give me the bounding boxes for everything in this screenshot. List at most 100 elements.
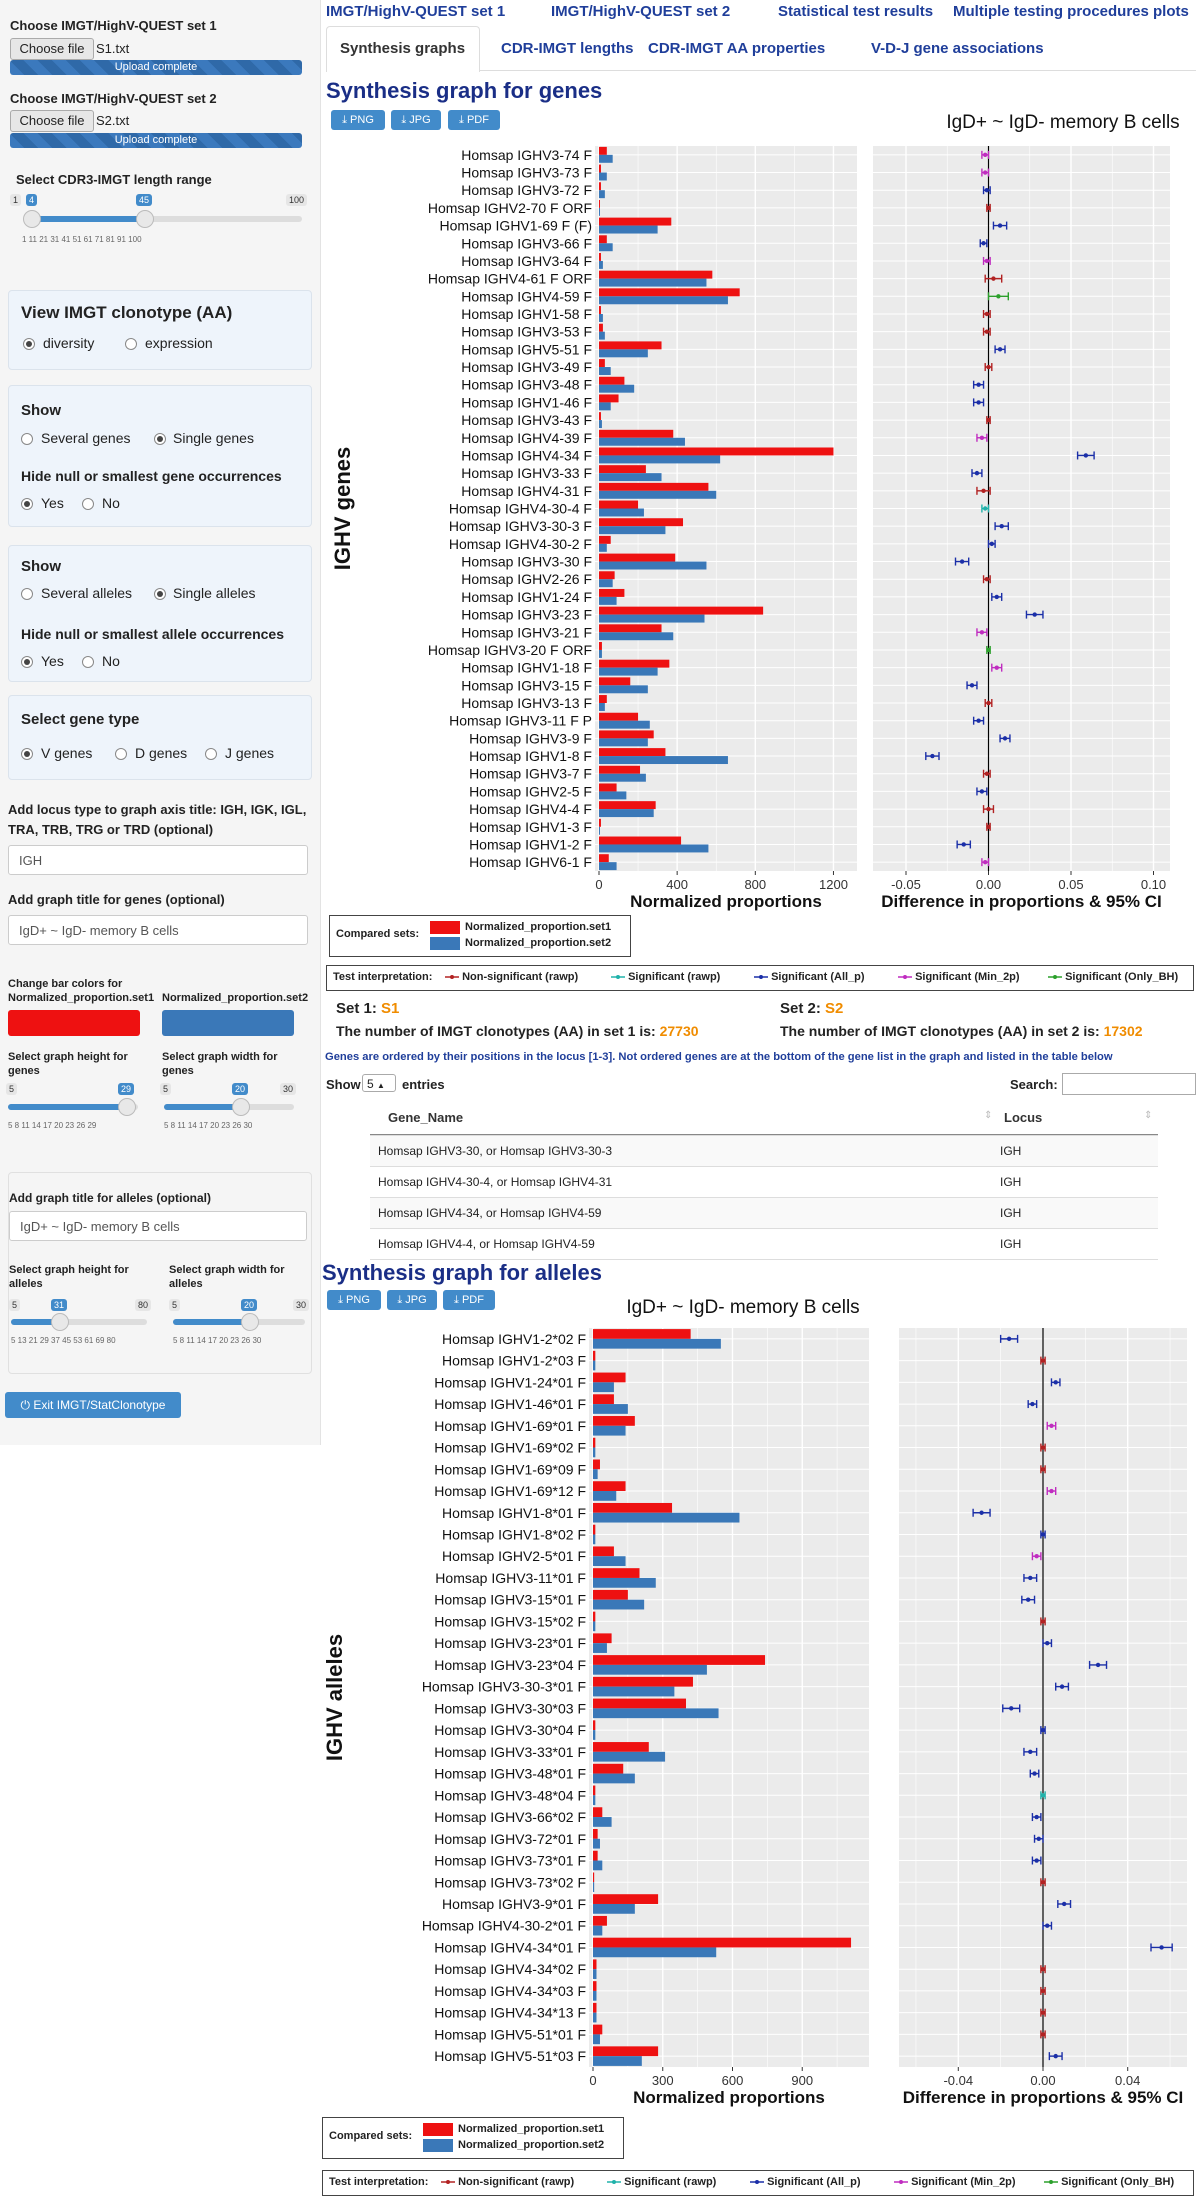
several-alleles-radio[interactable] <box>21 588 33 600</box>
bar-set1 <box>599 854 609 863</box>
height-genes-handle[interactable] <box>118 1098 136 1116</box>
title-alleles-label: Add graph title for alleles (optional) <box>9 1191 212 1205</box>
v-genes-radio[interactable] <box>21 748 33 760</box>
category-label: Homsap IGHV3-48*04 F <box>434 1787 586 1803</box>
set2-summary-name: S2 <box>825 1000 844 1017</box>
bar-set2 <box>599 437 685 446</box>
diff-point <box>1032 612 1037 617</box>
tab-cdr-lengths[interactable]: CDR-IMGT lengths <box>501 40 634 57</box>
entries-select[interactable]: 5 ▲ <box>362 1074 396 1092</box>
hide-allele-no-radio[interactable] <box>82 656 94 668</box>
alleles-png-label: PNG <box>346 1294 370 1306</box>
bar-set2 <box>599 420 602 429</box>
title-alleles-input[interactable]: IgD+ ~ IgD- memory B cells <box>9 1211 307 1241</box>
alleles-pdf-button[interactable]: ⤓ PDF <box>443 1290 495 1310</box>
width-genes-handle[interactable] <box>232 1098 250 1116</box>
height-alleles-track[interactable] <box>11 1319 147 1325</box>
category-label: Homsap IGHV1-69 F (F) <box>440 218 592 234</box>
cdr3-low-handle[interactable] <box>23 210 41 228</box>
color2-picker[interactable] <box>162 1010 294 1036</box>
genes-section-title: Synthesis graph for genes <box>326 78 603 103</box>
single-alleles-radio[interactable] <box>154 588 166 600</box>
bar-set2 <box>599 207 600 216</box>
bar-set2 <box>593 1425 626 1436</box>
sort-icon[interactable]: ⇕ <box>984 1110 993 1121</box>
gene-type-label: Select gene type <box>21 711 140 728</box>
show-entries-label: Show <box>326 1077 361 1092</box>
nav-set1-link[interactable]: IMGT/HighV-QUEST set 1 <box>326 3 506 20</box>
category-label: Homsap IGHV3-33*01 F <box>434 1744 586 1760</box>
category-label: Homsap IGHV4-4 F <box>469 801 592 817</box>
genes-interp-3-label: Significant (Min_2p) <box>915 971 1020 983</box>
diff-point <box>994 665 999 670</box>
genes-interp-0: Non-significant (rawp) <box>445 971 578 983</box>
height-alleles-handle[interactable] <box>51 1313 69 1331</box>
show-alleles-panel: Show Several alleles Single alleles Hide… <box>8 545 312 682</box>
category-label: Homsap IGHV3-30*03 F <box>434 1700 586 1716</box>
bar-set1 <box>593 1720 596 1731</box>
alleles-jpg-button[interactable]: ⤓ JPG <box>387 1290 437 1310</box>
single-genes-radio[interactable] <box>154 433 166 445</box>
color1-label: Change bar colors for Normalized_proport… <box>8 978 155 1004</box>
genes-jpg-button[interactable]: ⤓ JPG <box>391 110 441 130</box>
diversity-radio[interactable] <box>23 338 35 350</box>
width-alleles-handle[interactable] <box>241 1313 259 1331</box>
tab-cdr-aa-properties[interactable]: CDR-IMGT AA properties <box>648 40 826 57</box>
category-label: Homsap IGHV3-48*01 F <box>434 1766 586 1782</box>
diff-point <box>1006 1336 1012 1342</box>
genes-legend-set2-label: Normalized_proportion.set2 <box>465 937 612 949</box>
sort-icon[interactable]: ⇕ <box>1144 1110 1153 1121</box>
bar-set1 <box>599 571 615 580</box>
bar-set2 <box>593 1708 719 1719</box>
bar-set2 <box>599 703 605 711</box>
tab-synthesis-graphs[interactable]: Synthesis graphs <box>340 40 466 57</box>
bar-set2 <box>593 1447 596 1458</box>
hide-allele-yes-radio[interactable] <box>21 656 33 668</box>
bar-set2 <box>593 1469 598 1480</box>
table-cell-locus: IGH <box>1000 1144 1022 1158</box>
bar-set1 <box>599 818 601 827</box>
exit-button[interactable]: ⏻ Exit IMGT/StatClonotype <box>5 1392 181 1418</box>
download-icon: ⤓ <box>397 1294 403 1306</box>
title-genes-input[interactable]: IgD+ ~ IgD- memory B cells <box>8 915 308 945</box>
bar-set2 <box>599 756 728 765</box>
d-genes-radio[interactable] <box>115 748 127 760</box>
color1-picker[interactable] <box>8 1010 140 1036</box>
table-header-gene-name[interactable]: Gene_Name <box>388 1110 464 1125</box>
category-label: Homsap IGHV3-73*01 F <box>434 1853 586 1869</box>
diff-point <box>1034 1814 1039 1820</box>
j-genes-radio[interactable] <box>205 748 217 760</box>
tab-active-bg <box>326 26 480 72</box>
nav-stat-link[interactable]: Statistical test results <box>778 3 934 20</box>
diff-point <box>1040 1966 1046 1972</box>
hide-gene-no-radio[interactable] <box>82 498 94 510</box>
choose-file-set1-button[interactable]: Choose file <box>10 38 94 60</box>
diff-point <box>984 188 990 193</box>
choose-file-set2-button[interactable]: Choose file <box>10 110 94 132</box>
bar-set1 <box>599 482 709 491</box>
bar-set1 <box>599 306 601 314</box>
genes-pdf-button[interactable]: ⤓ PDF <box>448 110 500 130</box>
alleles-png-button[interactable]: ⤓ PNG <box>327 1290 381 1310</box>
several-genes-radio[interactable] <box>21 433 33 445</box>
genes-png-button[interactable]: ⤓ PNG <box>331 110 385 130</box>
nav-mtp-link[interactable]: Multiple testing procedures plots <box>953 3 1189 20</box>
hide-gene-yes-radio[interactable] <box>21 498 33 510</box>
search-input[interactable] <box>1062 1073 1196 1095</box>
expression-radio[interactable] <box>125 338 137 350</box>
category-label: Homsap IGHV3-20 F ORF <box>428 642 592 658</box>
count2-text: The number of IMGT clonotypes (AA) in se… <box>780 1023 1104 1039</box>
diff-point <box>1040 1880 1046 1885</box>
tab-vdj-associations[interactable]: V-D-J gene associations <box>871 40 1044 57</box>
cdr3-slider-track[interactable] <box>24 216 302 222</box>
nav-set2-link[interactable]: IMGT/HighV-QUEST set 2 <box>551 3 731 20</box>
locus-input[interactable]: IGH <box>8 845 308 875</box>
diff-point <box>979 1510 984 1515</box>
table-header-locus[interactable]: Locus <box>1004 1110 1043 1125</box>
cdr3-high-handle[interactable] <box>136 210 154 228</box>
category-label: Homsap IGHV1-8 F <box>469 748 592 764</box>
bar-set2 <box>599 809 654 818</box>
diff-point <box>981 488 986 494</box>
set2-summary-label: Set 2: <box>780 1000 826 1017</box>
bar-set2 <box>593 1621 596 1632</box>
